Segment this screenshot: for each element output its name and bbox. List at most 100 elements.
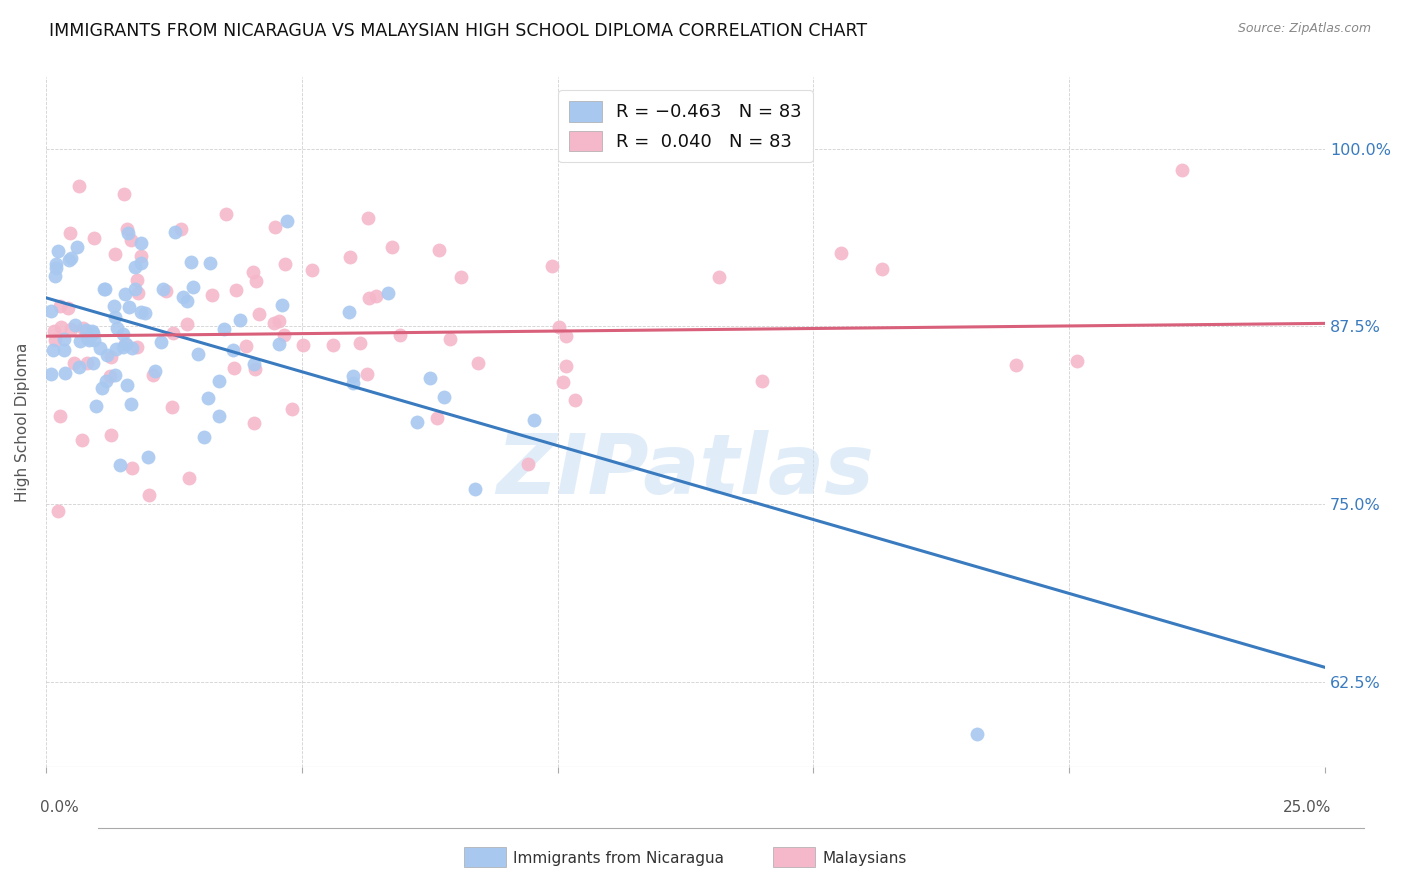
Text: IMMIGRANTS FROM NICARAGUA VS MALAYSIAN HIGH SCHOOL DIPLOMA CORRELATION CHART: IMMIGRANTS FROM NICARAGUA VS MALAYSIAN H… — [49, 22, 868, 40]
Point — [276, 214, 298, 228]
Point — [208, 374, 231, 388]
Point — [966, 727, 988, 741]
Point — [124, 282, 146, 296]
Point — [100, 427, 122, 442]
Point — [103, 368, 125, 382]
Point — [418, 371, 440, 385]
Point — [235, 339, 257, 353]
Point — [215, 207, 238, 221]
Point — [105, 321, 128, 335]
Point — [120, 397, 142, 411]
Point — [59, 226, 82, 240]
Point — [53, 332, 76, 346]
Point — [60, 252, 83, 266]
Point — [75, 322, 97, 336]
Point — [103, 299, 125, 313]
Point — [242, 265, 264, 279]
Point — [830, 246, 852, 260]
Point — [111, 341, 134, 355]
Point — [60, 322, 83, 336]
Point — [439, 333, 461, 347]
Point — [274, 257, 297, 271]
Point — [69, 334, 91, 348]
Point — [322, 338, 344, 352]
Point — [84, 399, 107, 413]
Point — [94, 282, 117, 296]
Point — [193, 430, 215, 444]
Point — [201, 287, 224, 301]
Point — [127, 340, 149, 354]
Point — [70, 433, 93, 447]
Point — [115, 377, 138, 392]
Text: 0.0%: 0.0% — [39, 800, 79, 814]
Point — [80, 325, 103, 339]
Point — [127, 272, 149, 286]
Point — [124, 260, 146, 275]
Point — [129, 235, 152, 250]
Point — [108, 458, 131, 472]
Point — [52, 343, 75, 358]
Point — [66, 239, 89, 253]
Point — [291, 338, 314, 352]
Point — [112, 327, 135, 342]
Point — [751, 374, 773, 388]
Point — [121, 460, 143, 475]
Point — [243, 416, 266, 430]
Point — [187, 347, 209, 361]
Point — [551, 375, 574, 389]
Point — [389, 328, 412, 343]
Point — [433, 390, 456, 404]
Point — [263, 220, 285, 235]
Point — [177, 470, 200, 484]
Point — [67, 179, 90, 194]
Point — [263, 317, 285, 331]
Point — [163, 225, 186, 239]
Point — [42, 343, 65, 358]
Point — [467, 356, 489, 370]
Point — [121, 341, 143, 355]
Point — [176, 317, 198, 331]
Point — [523, 413, 546, 427]
Point — [76, 331, 98, 345]
Point — [349, 335, 371, 350]
Y-axis label: High School Diploma: High School Diploma — [15, 343, 30, 502]
Point — [464, 483, 486, 497]
Point — [129, 305, 152, 319]
Point — [44, 268, 66, 283]
Point — [548, 319, 571, 334]
Point — [450, 270, 472, 285]
Point — [342, 368, 364, 383]
Point — [89, 341, 111, 355]
Point — [83, 231, 105, 245]
Point — [162, 326, 184, 340]
Point — [127, 285, 149, 300]
Point — [243, 357, 266, 371]
Text: Malaysians: Malaysians — [823, 851, 907, 865]
Point — [381, 240, 404, 254]
Point — [364, 289, 387, 303]
Legend: R = −0.463   N = 83, R =  0.040   N = 83: R = −0.463 N = 83, R = 0.040 N = 83 — [558, 90, 813, 162]
Point — [103, 310, 125, 325]
Point — [155, 284, 177, 298]
Point — [709, 270, 731, 285]
Point — [114, 337, 136, 351]
Point — [49, 320, 72, 334]
Point — [342, 376, 364, 390]
Point — [39, 368, 62, 382]
Point — [98, 368, 121, 383]
Point — [160, 400, 183, 414]
Point — [58, 253, 80, 268]
Point — [48, 244, 70, 259]
Point — [339, 250, 361, 264]
Point — [243, 362, 266, 376]
Point — [56, 301, 79, 315]
Point — [228, 313, 250, 327]
Point — [267, 337, 290, 351]
Point — [1005, 358, 1028, 372]
Point — [212, 321, 235, 335]
Point — [200, 255, 222, 269]
Point — [48, 503, 70, 517]
Point — [273, 328, 295, 343]
Text: ZIPatlas: ZIPatlas — [496, 430, 875, 511]
Point — [112, 186, 135, 201]
